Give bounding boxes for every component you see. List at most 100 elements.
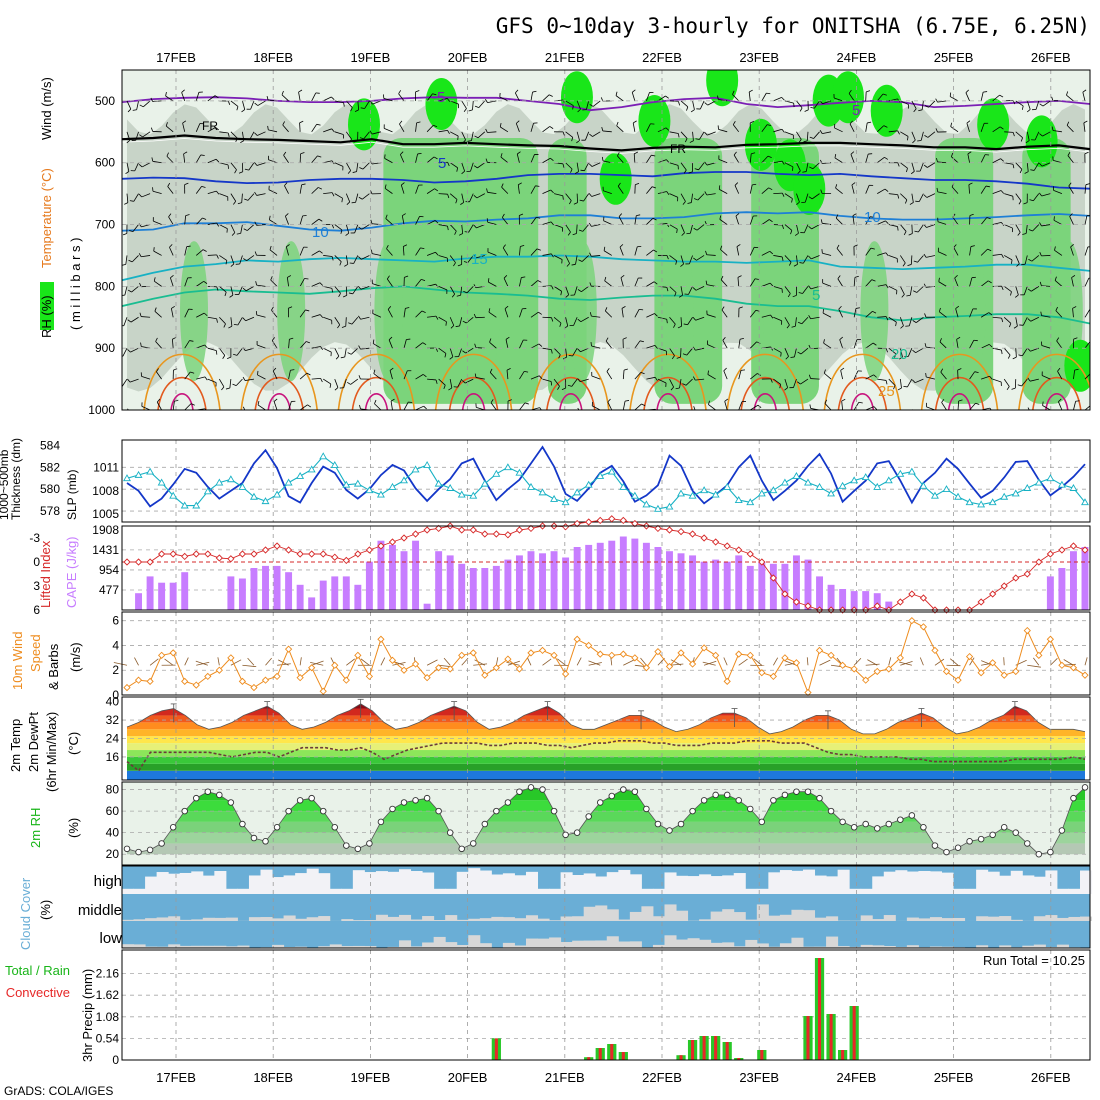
wind-barb	[805, 162, 809, 172]
wind10m-marker	[965, 652, 974, 661]
wind-barb	[415, 279, 422, 287]
wind-barb-flag	[232, 414, 236, 416]
wind-barb-flag	[567, 384, 572, 387]
wind-barb-flag	[935, 98, 938, 103]
cloud-clear-cell	[1068, 916, 1081, 921]
wind-barb	[284, 185, 289, 194]
wind-barb	[920, 131, 924, 141]
wind-barb	[530, 154, 535, 163]
wind-barb-flag	[551, 253, 554, 258]
wind-barb	[426, 188, 435, 194]
wind10m-marker	[619, 650, 627, 658]
cloud-clear-cell	[1080, 870, 1093, 894]
cape-bar	[619, 536, 627, 610]
wind-barb-flag	[358, 196, 363, 200]
isotherm-25	[143, 353, 221, 410]
wind-barb-flag	[374, 399, 377, 404]
wind-barb-flag	[550, 157, 554, 162]
wind-barb-flag	[601, 156, 604, 161]
wind-barb	[438, 129, 448, 133]
wind-barb-flag	[578, 229, 583, 232]
wind10m-marker	[665, 662, 674, 671]
wind-barb-flag	[924, 105, 929, 108]
temp-band	[127, 756, 1085, 764]
isotherm-25	[920, 353, 999, 410]
cloud-clear-cell	[572, 916, 585, 921]
wind10m-barb	[542, 658, 552, 666]
wind-barb	[784, 286, 791, 294]
lifted-index-marker	[261, 546, 270, 554]
cape-bar	[700, 561, 708, 610]
wind-barb-flag	[127, 378, 131, 383]
wind-barb	[687, 317, 693, 325]
wind-barb-flag	[434, 220, 439, 224]
wind-barb-flag	[1001, 286, 1004, 291]
wind-barb	[184, 403, 192, 410]
wind-barb-flag	[449, 356, 454, 360]
wind-barb	[617, 155, 624, 163]
wind-barb-flag	[321, 410, 322, 414]
wind-barb	[969, 402, 976, 410]
rh2m-marker	[885, 820, 893, 828]
wind-barb-flag	[913, 108, 917, 113]
wind-barb	[334, 255, 342, 262]
wind-barb	[565, 131, 573, 138]
wind-barb-flag	[1012, 356, 1017, 360]
wind10m-marker	[123, 683, 131, 692]
wind10m-barb	[669, 663, 684, 666]
cape-bar	[839, 589, 847, 610]
wind-barb	[542, 157, 551, 164]
wind-barb	[603, 250, 612, 256]
wind-barb	[133, 193, 139, 202]
contour-label-fr2: FR	[670, 142, 686, 156]
wind-barb-flag	[1022, 233, 1027, 235]
wind10m-barb	[360, 658, 370, 666]
wind-barb	[680, 409, 682, 410]
wind10m-marker	[677, 649, 685, 657]
wind10m-barb	[919, 657, 924, 666]
wind-barb	[795, 317, 797, 327]
cape-bar	[873, 593, 881, 610]
wind-barb-flag	[473, 195, 478, 199]
wind-barb-flag	[435, 283, 439, 288]
cloud-clear-cell	[676, 875, 689, 894]
wind-barb-flag	[748, 89, 753, 93]
wind-barb	[542, 221, 552, 225]
wind10m-marker	[827, 651, 835, 659]
wind-barb-flag	[693, 257, 697, 261]
wind-barb	[415, 122, 417, 132]
wind-barb-flag	[331, 128, 335, 133]
wind-barb	[806, 131, 809, 141]
wind-barb-flag	[348, 322, 353, 325]
cloud-clear-cell	[895, 870, 908, 894]
wind-barb-flag	[447, 419, 451, 421]
wind-barb-flag	[462, 350, 466, 354]
wind-barb-flag	[969, 213, 974, 216]
cape-bar	[527, 551, 535, 610]
wind-barb-flag	[923, 253, 927, 258]
wind-barb-flag	[851, 182, 856, 186]
wind-barb-flag	[798, 139, 802, 143]
cloud-clear-cell	[837, 869, 850, 894]
wind-barb	[784, 378, 788, 388]
wind-barb-flag	[236, 106, 239, 111]
wind-barb	[323, 378, 332, 385]
thickness-marker	[653, 504, 662, 512]
wind-barb-flag	[502, 244, 506, 249]
wind-barb	[848, 93, 855, 102]
wind-barb	[505, 339, 509, 349]
wind-barb-flag	[182, 120, 187, 124]
wind-barb-flag	[1038, 162, 1043, 167]
wind-barb	[695, 347, 705, 351]
wind-barb-flag	[237, 202, 242, 205]
wind-barb-flag	[353, 140, 358, 143]
isotherm-30	[546, 376, 596, 410]
wind10m-marker	[377, 635, 385, 643]
wind10m-marker	[838, 661, 847, 669]
wind-barb-flag	[793, 264, 798, 267]
wind10m-marker	[942, 667, 951, 676]
wind-barb	[402, 246, 405, 256]
wind-barb	[646, 154, 652, 163]
wind-barb-flag	[254, 162, 258, 166]
